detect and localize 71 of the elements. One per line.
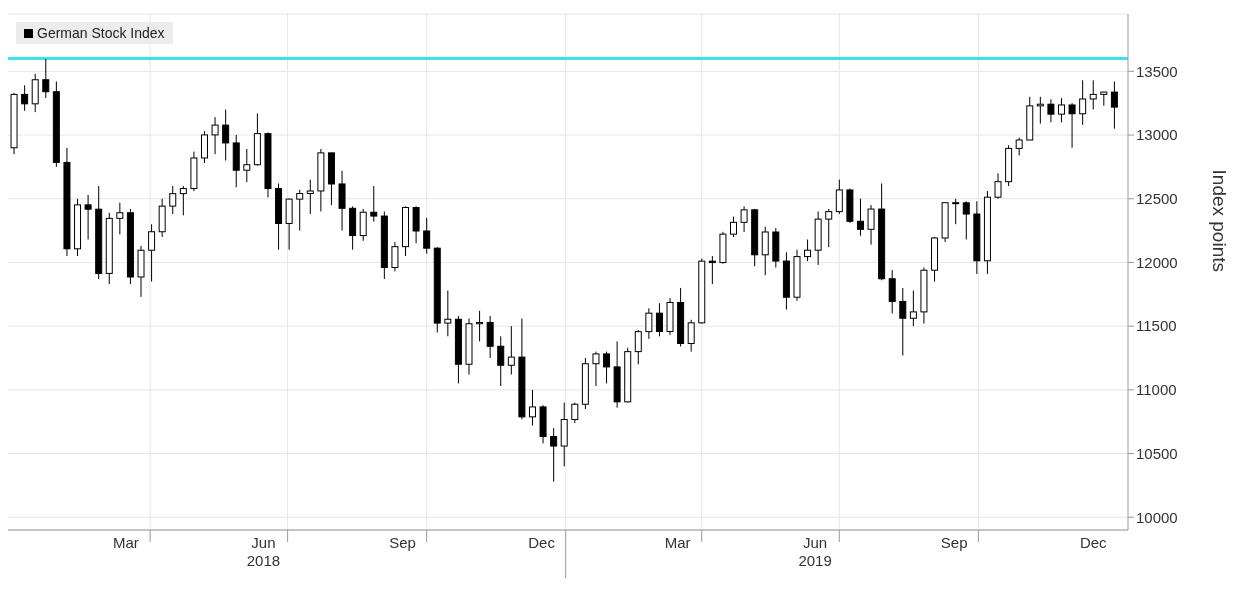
candlestick: [179, 185, 187, 216]
y-tick-label: 11500: [1136, 317, 1177, 335]
candlestick: [888, 269, 896, 314]
candlestick: [761, 226, 769, 276]
candlestick: [1079, 79, 1087, 126]
candlestick: [909, 289, 917, 327]
candlestick: [856, 198, 864, 237]
candlestick: [423, 217, 431, 255]
candlestick: [486, 315, 494, 359]
x-tick-label: Sep: [940, 534, 968, 551]
candlestick: [84, 194, 92, 241]
candlestick: [592, 351, 600, 387]
candlestick: [804, 239, 812, 262]
y-tick-label: 10000: [1136, 508, 1178, 526]
candlestick: [1068, 102, 1076, 149]
x-tick-label: Jun 2019: [798, 534, 832, 569]
candlestick: [952, 198, 960, 225]
candlestick: [655, 302, 663, 337]
y-tick-label: 10500: [1136, 444, 1178, 462]
candlestick: [148, 223, 156, 283]
y-tick-label: 13000: [1136, 126, 1178, 144]
candlestick: [1089, 79, 1097, 111]
candlestick: [169, 185, 177, 215]
candlestick: [740, 205, 748, 233]
x-tick-label: Mar: [664, 534, 691, 551]
candlestick: [42, 58, 50, 99]
candlestick: [116, 202, 124, 235]
candlestick: [835, 179, 843, 215]
candlestick: [867, 204, 875, 246]
y-tick-label: 12500: [1136, 190, 1178, 208]
candlestick: [412, 205, 420, 244]
candlestick: [507, 325, 515, 376]
candlestick: [825, 208, 833, 248]
candlestick: [222, 109, 230, 162]
candlestick: [243, 148, 251, 183]
candlestick: [634, 329, 642, 365]
y-tick-label: 11000: [1136, 381, 1177, 399]
candlestick: [444, 289, 452, 337]
candlestick: [899, 287, 907, 356]
candlestick: [994, 172, 1002, 200]
candlestick: [306, 179, 314, 215]
candlestick: [211, 116, 219, 155]
x-tick-label: Jun 2018: [246, 534, 281, 569]
candlestick: [571, 402, 579, 424]
x-tick-label: Dec: [1079, 534, 1108, 551]
candlestick: [21, 84, 29, 112]
candlestick: [497, 335, 505, 387]
candlestick: [476, 310, 484, 342]
candlestick: [1036, 96, 1044, 125]
y-axis-title: Index points: [1209, 169, 1231, 272]
y-tick-label: 12000: [1136, 253, 1178, 271]
candlestick: [528, 389, 536, 427]
candlestick: [296, 189, 304, 232]
y-tick-label: 13500: [1136, 62, 1178, 80]
candlestick: [645, 307, 653, 340]
candlestick: [962, 200, 970, 241]
candlestick: [550, 427, 558, 483]
x-tick-label: Mar: [112, 534, 139, 551]
legend-label: German Stock Index: [37, 25, 165, 41]
candlestick: [1058, 97, 1065, 123]
candlestick: [1110, 81, 1118, 130]
x-tick-label: Sep: [389, 534, 416, 551]
candlestick: [603, 351, 611, 384]
candlestick: [370, 185, 378, 223]
candlestick: [687, 319, 695, 353]
candlestick: [730, 216, 738, 238]
x-tick-label: Dec: [528, 534, 556, 551]
candlestick: [359, 208, 367, 242]
candlestick: [200, 130, 208, 164]
candlestick: [391, 241, 399, 272]
candlestick: [1047, 98, 1055, 123]
